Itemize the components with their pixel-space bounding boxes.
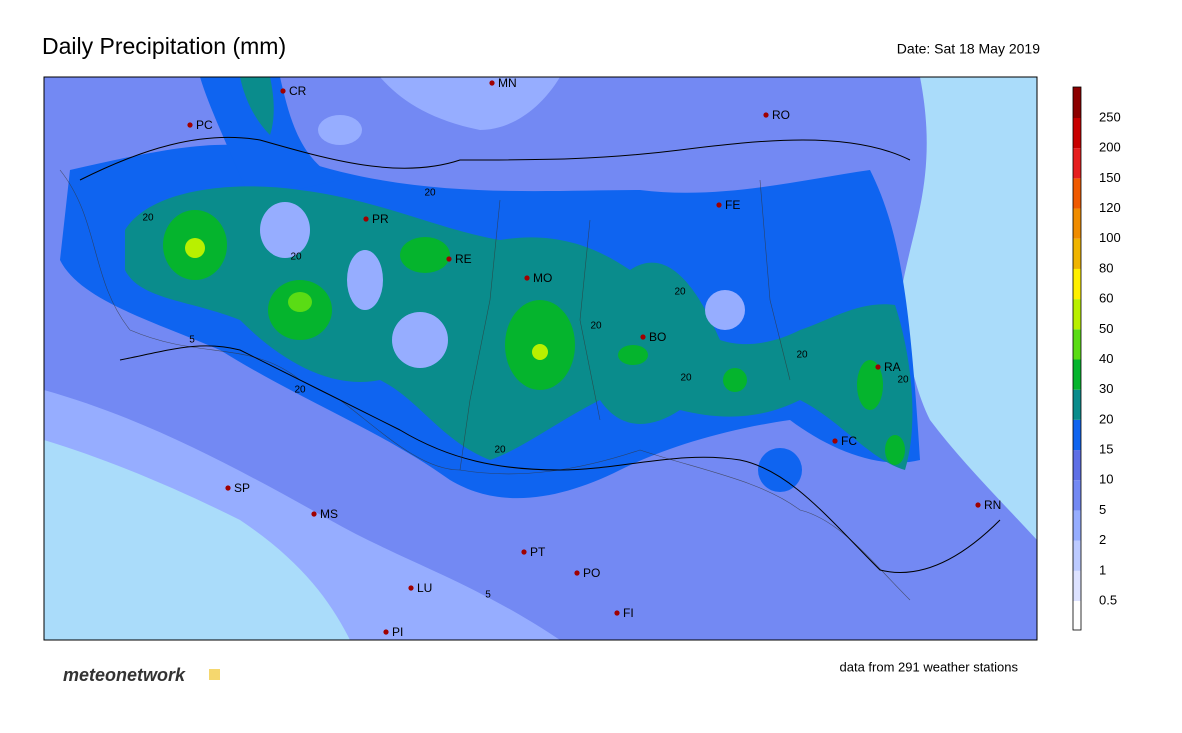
city-label: RN <box>984 498 1001 512</box>
legend-label: 60 <box>1099 291 1113 306</box>
city-label: SP <box>234 481 250 495</box>
city-dot <box>640 334 646 340</box>
city-label: LU <box>417 581 432 595</box>
cities: CR MN PC RO PR FE RE MO BO RA FC RN SP MS PT PO LU FI PI 20… <box>142 76 1001 639</box>
city-dot <box>524 275 530 281</box>
city-dot <box>614 610 620 616</box>
contour-label: 20 <box>674 287 686 298</box>
city-label: PC <box>196 118 213 132</box>
contour-label: 20 <box>424 188 436 199</box>
city-dot <box>574 570 580 576</box>
contour-label: 5 <box>485 590 491 601</box>
legend-swatch <box>1073 238 1081 269</box>
city-label: RE <box>455 252 472 266</box>
city-dot <box>280 88 286 94</box>
title: Daily Precipitation (mm) <box>42 33 286 59</box>
brand-mark <box>209 669 220 680</box>
legend-label: 30 <box>1099 381 1113 396</box>
contour-label: 5 <box>189 335 195 346</box>
legend-swatch <box>1073 389 1081 420</box>
city-label: BO <box>649 330 666 344</box>
legend-label: 50 <box>1099 321 1113 336</box>
city-label: FC <box>841 434 857 448</box>
legend-swatch <box>1073 510 1081 541</box>
city-dot <box>446 256 452 262</box>
brand: meteonetwork <box>63 665 186 685</box>
city-label: CR <box>289 84 307 98</box>
legend-label: 20 <box>1099 411 1113 426</box>
contour-label: 20 <box>290 252 302 263</box>
legend-swatch <box>1073 419 1081 451</box>
legend-swatch <box>1073 299 1081 330</box>
city-label: FE <box>725 198 740 212</box>
city-label: MO <box>533 271 552 285</box>
legend-frame <box>1072 86 1082 631</box>
legend-label: 200 <box>1099 140 1121 155</box>
legend-swatch <box>1073 329 1081 360</box>
contour-label: 20 <box>494 445 506 456</box>
city-dot <box>187 122 193 128</box>
map-frame <box>43 76 1038 641</box>
city-dot <box>975 502 981 508</box>
city-dot <box>363 216 369 222</box>
city-dot <box>716 202 722 208</box>
contour-label: 20 <box>897 375 909 386</box>
contour-label: 20 <box>590 321 602 332</box>
city-label: RA <box>884 360 901 374</box>
city-dot <box>875 364 881 370</box>
legend-label: 1 <box>1099 562 1106 577</box>
legend-swatch <box>1073 450 1081 481</box>
city-dot <box>311 511 317 517</box>
contour-label: 20 <box>294 385 306 396</box>
legend-label: 150 <box>1099 170 1121 185</box>
legend-label: 100 <box>1099 230 1121 245</box>
contour-label: 20 <box>680 373 692 384</box>
legend-label: 15 <box>1099 442 1113 457</box>
legend-swatch <box>1073 87 1081 118</box>
city-dot <box>763 112 769 118</box>
contour-label: 20 <box>796 350 808 361</box>
city-dot <box>408 585 414 591</box>
legend-swatch <box>1073 570 1081 601</box>
legend-label: 80 <box>1099 260 1113 275</box>
city-label: FI <box>623 606 634 620</box>
city-label: MS <box>320 507 338 521</box>
legend-label: 40 <box>1099 351 1113 366</box>
legend-label: 5 <box>1099 502 1106 517</box>
legend-swatch <box>1073 601 1081 630</box>
legend-label: 2 <box>1099 532 1106 547</box>
city-dot <box>489 80 495 86</box>
legend-swatch <box>1073 480 1081 511</box>
legend-swatch <box>1073 178 1081 209</box>
legend-swatch <box>1073 148 1081 179</box>
city-label: MN <box>498 76 517 90</box>
legend-label: 10 <box>1099 472 1113 487</box>
city-label: PR <box>372 212 389 226</box>
contour-label: 20 <box>142 213 154 224</box>
legend-swatch <box>1073 118 1081 149</box>
city-dot <box>521 549 527 555</box>
legend: 0.5 1 2 5 10 15 20 30 40 50 60 80 100 120 150 200 250 <box>1072 86 1121 631</box>
city-label: PO <box>583 566 600 580</box>
city-label: PT <box>530 545 546 559</box>
legend-swatch <box>1073 359 1081 390</box>
date: Date: Sat 18 May 2019 <box>897 41 1040 57</box>
legend-label: 0.5 <box>1099 592 1117 607</box>
map <box>44 77 1037 640</box>
legend-label: 120 <box>1099 200 1121 215</box>
city-label: PI <box>392 625 403 639</box>
city-label: RO <box>772 108 790 122</box>
note: data from 291 weather stations <box>840 659 1019 674</box>
legend-swatch <box>1073 208 1081 239</box>
city-dot <box>383 629 389 635</box>
legend-label: 250 <box>1099 109 1121 124</box>
city-dot <box>225 485 231 491</box>
city-dot <box>832 438 838 444</box>
legend-swatch <box>1073 540 1081 571</box>
legend-swatch <box>1073 268 1081 300</box>
